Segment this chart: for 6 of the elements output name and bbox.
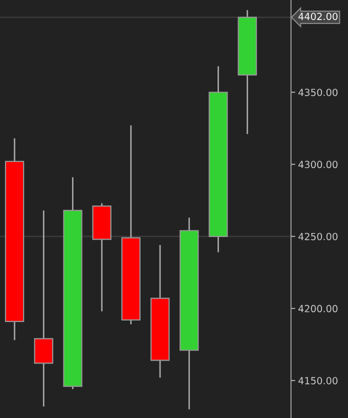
y-tick-label: 4350.00 (298, 88, 338, 96)
ref-line-label: 4402.00 (298, 12, 338, 20)
y-tick-label: 4200.00 (298, 304, 338, 312)
y-tick-label: 4150.00 (298, 377, 338, 384)
y-tick-label: 4300.00 (298, 160, 338, 168)
y-tick-label: 4250.00 (298, 232, 338, 240)
